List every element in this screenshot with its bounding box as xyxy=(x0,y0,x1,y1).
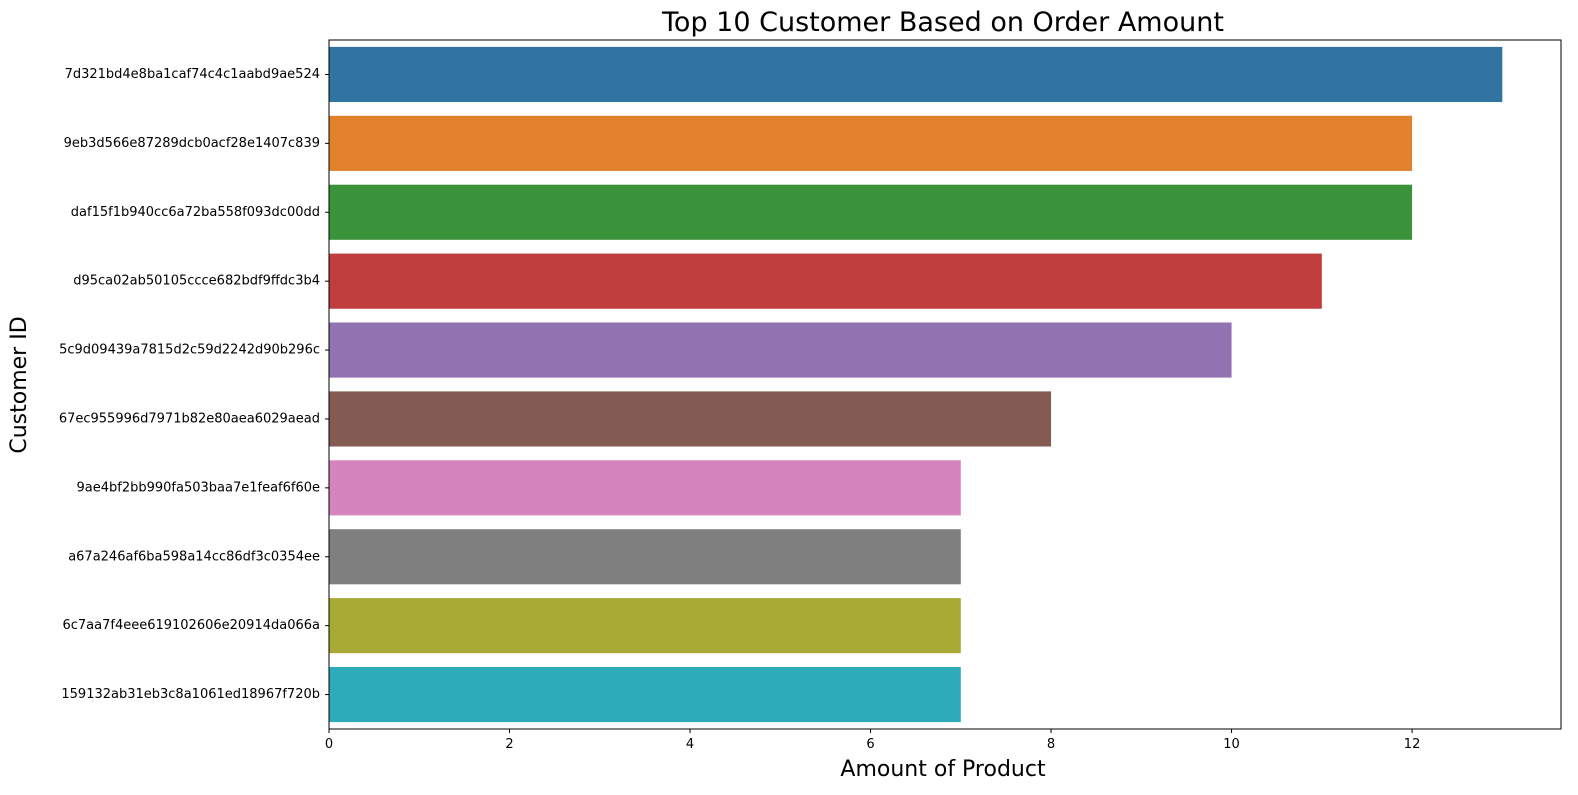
plot-frame xyxy=(328,39,1562,730)
chart-title: Top 10 Customer Based on Order Amount xyxy=(661,7,1224,38)
bar xyxy=(329,322,1232,378)
y-tick-label: d95ca02ab50105ccce682bdf9ffdc3b4 xyxy=(73,274,320,289)
y-tick-label: a67a246af6ba598a14cc86df3c0354ee xyxy=(68,549,320,564)
x-tick-label: 6 xyxy=(866,737,874,752)
y-axis-label: Customer ID xyxy=(7,316,32,453)
bar xyxy=(329,460,961,516)
y-axis-ticks: 7d321bd4e8ba1caf74c4c1aabd9ae524 9eb3d566… xyxy=(59,67,329,702)
bar xyxy=(329,391,1052,447)
bar xyxy=(329,253,1322,309)
y-tick-label: 5c9d09439a7815d2c59d2242d90b296c xyxy=(59,343,320,358)
y-tick-label: 159132ab31eb3c8a1061ed18967f720b xyxy=(61,687,320,702)
y-tick-label: daf15f1b940cc6a72ba558f093dc00dd xyxy=(71,205,320,220)
x-tick-label: 0 xyxy=(325,737,333,752)
y-tick-label: 67ec955996d7971b82e80aea6029aead xyxy=(59,411,320,426)
x-tick-label: 2 xyxy=(505,737,513,752)
bar xyxy=(329,529,961,585)
bar xyxy=(329,666,961,723)
y-tick-label: 9eb3d566e87289dcb0acf28e1407c839 xyxy=(64,136,320,151)
y-tick-label: 6c7aa7f4eee619102606e20914da066a xyxy=(62,618,320,633)
bars-group xyxy=(329,46,1503,723)
x-tick-label: 4 xyxy=(686,737,694,752)
y-tick-label: 7d321bd4e8ba1caf74c4c1aabd9ae524 xyxy=(65,67,320,82)
y-tick-label: 9ae4bf2bb990fa503baa7e1feaf6f60e xyxy=(76,480,320,495)
x-tick-label: 8 xyxy=(1047,737,1055,752)
bar xyxy=(329,115,1413,171)
bar xyxy=(329,46,1503,103)
x-axis-label: Amount of Product xyxy=(840,757,1046,782)
bar xyxy=(329,184,1413,240)
bar xyxy=(329,598,961,654)
x-tick-label: 12 xyxy=(1404,737,1421,752)
x-tick-label: 10 xyxy=(1223,737,1240,752)
x-axis-ticks: 0 2 4 6 8 10 12 xyxy=(325,729,1420,752)
